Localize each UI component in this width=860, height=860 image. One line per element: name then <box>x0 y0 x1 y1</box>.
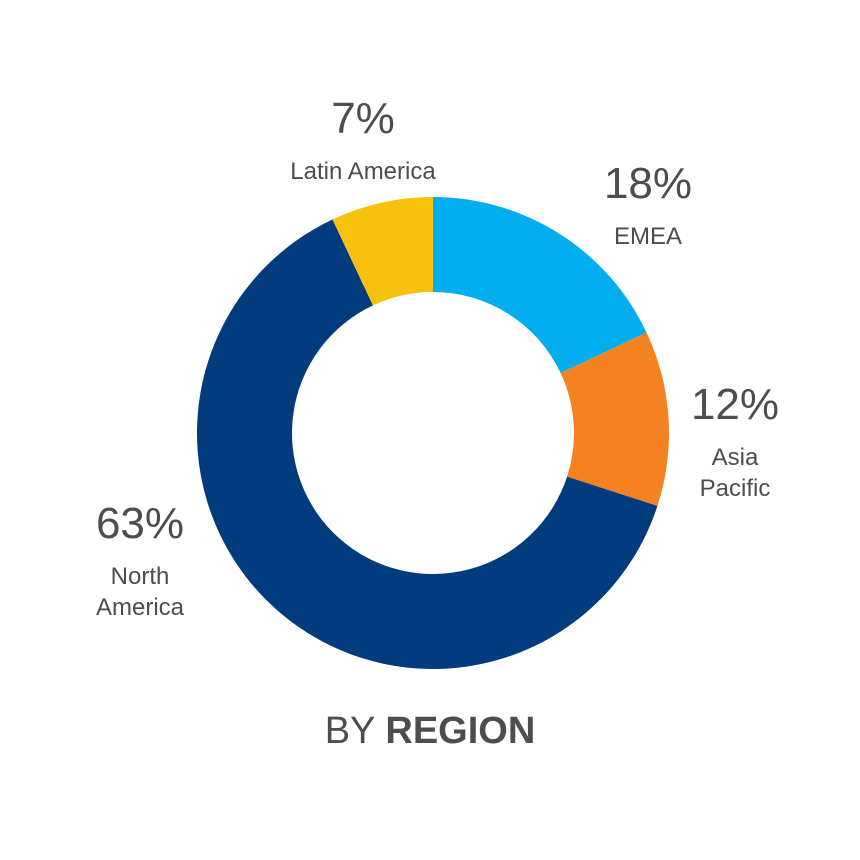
category-label: EMEA <box>614 223 682 250</box>
slice-north-america <box>197 219 658 669</box>
category-label: Latin America <box>290 158 436 185</box>
title-light: BY <box>325 710 376 752</box>
percent-label: 18% <box>604 159 692 208</box>
slice-asia-pacific <box>560 332 669 506</box>
category-label: Asia <box>712 444 759 471</box>
slice-latin-america <box>332 197 433 306</box>
percent-label: 12% <box>691 380 779 429</box>
category-label: America <box>96 594 185 621</box>
percent-label: 7% <box>331 94 395 143</box>
percent-label: 63% <box>96 499 184 548</box>
chart-title: BY REGION <box>325 710 536 752</box>
slice-emea <box>433 197 647 373</box>
category-label: Pacific <box>700 475 771 502</box>
title-bold: REGION <box>385 710 535 752</box>
category-label: North <box>111 563 170 590</box>
